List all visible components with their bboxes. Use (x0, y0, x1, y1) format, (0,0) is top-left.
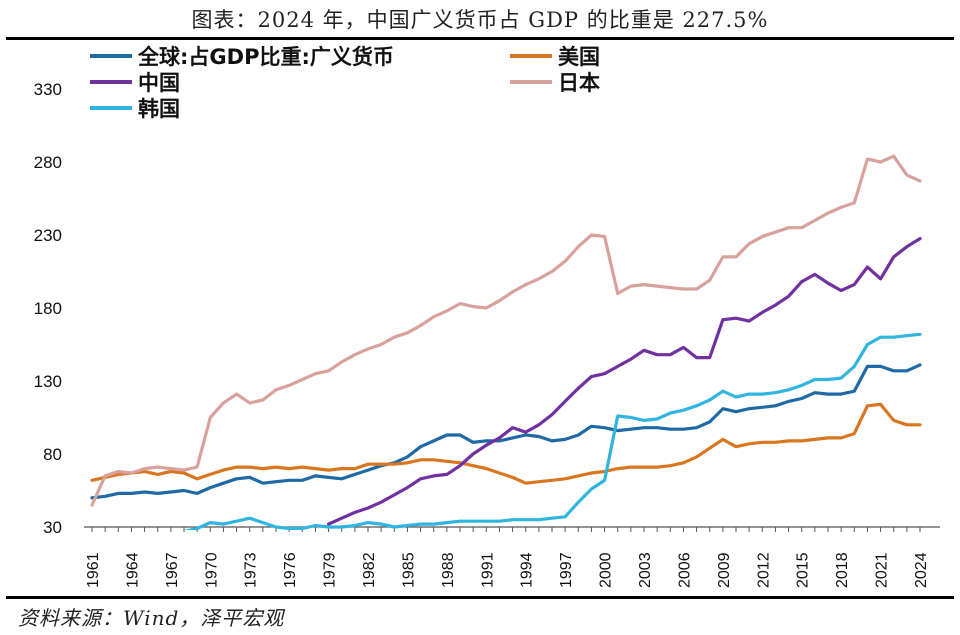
x-tick-label: 1976 (282, 552, 299, 588)
x-tick-label: 1991 (479, 552, 496, 588)
legend-label: 美国 (558, 45, 600, 69)
y-tick-label: 280 (34, 153, 62, 172)
legend-label: 中国 (138, 71, 180, 95)
x-tick-label: 1967 (164, 552, 181, 588)
series-lines (90, 154, 922, 530)
legend-label: 韩国 (138, 97, 180, 121)
x-tick-label: 1973 (243, 552, 260, 588)
y-tick-label: 180 (34, 299, 62, 318)
x-tick-label: 2018 (834, 552, 851, 588)
x-tick-label: 2012 (755, 552, 772, 588)
x-tick-label: 1970 (203, 552, 220, 588)
legend-label: 日本 (558, 71, 600, 95)
x-tick-label: 2021 (874, 552, 891, 588)
line-chart: 30 80 130 180 230 280 330 1961 1964 1967 1970 1973… (34, 45, 940, 588)
y-tick-label: 80 (43, 445, 62, 464)
x-tick-label: 2003 (637, 552, 654, 588)
series-line-2 (327, 237, 922, 526)
series-line-4 (182, 332, 922, 530)
x-tick-label: 1997 (558, 552, 575, 588)
x-tick-label: 1979 (322, 552, 339, 588)
y-tick-label: 130 (34, 372, 62, 391)
chart-title: 图表：2024 年，中国广义货币占 GDP 的比重是 227.5% (191, 8, 769, 32)
x-tick-label: 2015 (795, 552, 812, 588)
x-tick-label: 1964 (124, 552, 141, 588)
x-tick-label: 2006 (676, 552, 693, 588)
series-line-0 (90, 363, 922, 500)
x-tick-label: 1988 (440, 552, 457, 588)
x-tick-label: 1985 (400, 552, 417, 588)
series-line-3 (90, 154, 922, 507)
series-line-1 (90, 402, 922, 485)
x-tick-label: 2009 (716, 552, 733, 588)
y-tick-label: 230 (34, 226, 62, 245)
x-tick-label: 1961 (85, 552, 102, 588)
y-axis: 30 80 130 180 230 280 330 (34, 80, 62, 537)
x-axis: 1961 1964 1967 1970 1973 1976 1979 1982 1985 1988… (84, 526, 940, 588)
x-tick-label: 1994 (519, 552, 536, 588)
legend-label: 全球:占GDP比重:广义货币 (137, 45, 394, 69)
bottom-rule (6, 596, 954, 599)
y-tick-label: 330 (34, 80, 62, 99)
x-tick-label: 2000 (598, 552, 615, 588)
y-tick-label: 30 (43, 518, 62, 537)
top-rule (6, 37, 954, 40)
x-tick-label: 1982 (361, 552, 378, 588)
x-tick-label: 2024 (913, 552, 930, 588)
source-note: 资料来源：Wind，泽平宏观 (18, 606, 285, 630)
